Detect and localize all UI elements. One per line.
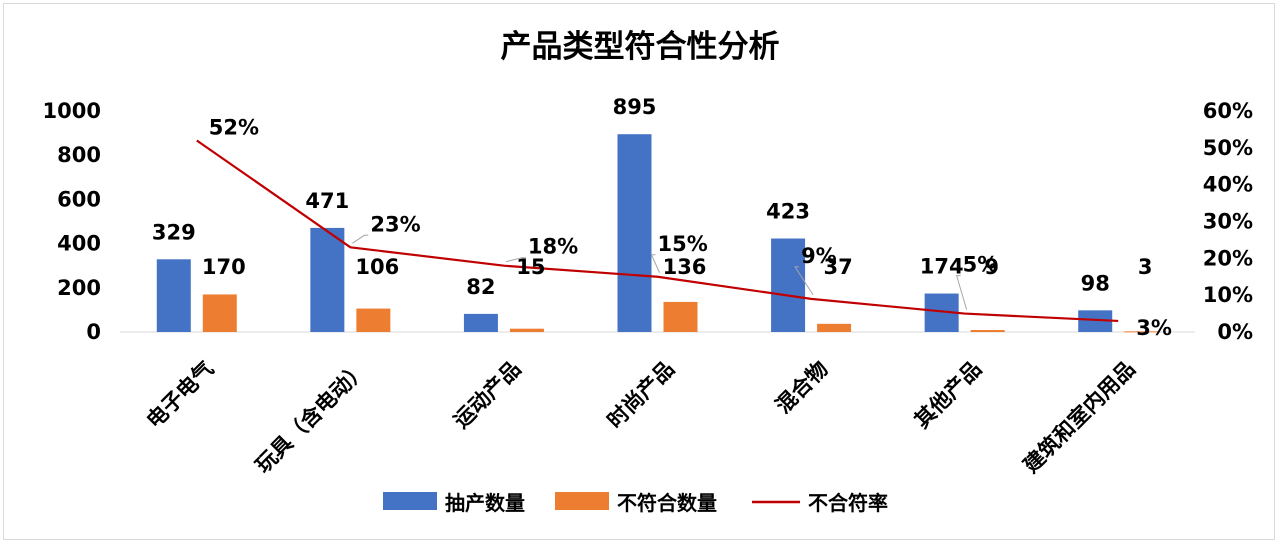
category-labels: 电子电气 玩具（含电动） 运动产品 时尚产品 混合物 其他产品 建筑和室内用品 [142, 357, 1140, 478]
data-label-rate: 3% [1136, 316, 1172, 340]
y-axis-left: 0 200 400 600 800 1000 [43, 99, 101, 344]
data-label-sample-count: 174 [920, 255, 964, 279]
bar-sample-count [771, 238, 806, 332]
legend: 抽产数量 不符合数量 不合符率 [383, 491, 888, 515]
legend-swatch [555, 492, 609, 510]
bar-sample-count [1078, 310, 1113, 332]
category-label: 玩具（含电动） [251, 357, 372, 478]
y-right-tick-label: 30% [1203, 210, 1253, 234]
bar-sample-count [156, 259, 191, 332]
data-label-sample-count: 329 [152, 220, 196, 244]
bar-sample-count [463, 313, 498, 332]
bar-noncompliant-count [1124, 331, 1159, 333]
y-right-tick-label: 60% [1203, 99, 1253, 123]
data-label-noncompliant-count: 3 [1138, 255, 1153, 279]
legend-swatch [383, 492, 437, 510]
data-label-sample-count: 895 [613, 95, 657, 119]
bar-noncompliant-count [970, 330, 1005, 332]
category-label: 时尚产品 [603, 357, 679, 433]
rate-label-leader [352, 234, 369, 244]
rate-label-leader [650, 254, 660, 273]
y-left-tick-label: 1000 [43, 99, 101, 123]
rate-label-leader [794, 266, 814, 296]
data-label-noncompliant-count: 170 [202, 255, 246, 279]
legend-label: 不合符率 [808, 491, 888, 515]
bar-noncompliant-count [356, 308, 391, 332]
y-right-tick-label: 0% [1217, 320, 1253, 344]
y-left-tick-label: 0 [86, 320, 101, 344]
data-label-noncompliant-count: 9 [984, 255, 999, 279]
data-label-rate: 9% [801, 244, 837, 268]
category-label: 混合物 [771, 357, 833, 419]
bar-noncompliant-count [663, 301, 698, 332]
data-label-rate: 23% [370, 212, 420, 236]
y-left-tick-label: 200 [57, 276, 101, 300]
y-right-tick-label: 40% [1203, 173, 1253, 197]
y-right-tick-label: 10% [1203, 283, 1253, 307]
data-label-rate: 18% [528, 235, 578, 259]
data-label-rate: 15% [658, 232, 708, 256]
y-left-tick-label: 800 [57, 143, 101, 167]
data-label-noncompliant-count: 15 [516, 255, 545, 279]
bars [156, 134, 1159, 333]
category-label: 运动产品 [449, 357, 525, 433]
data-label-sample-count: 423 [766, 200, 810, 224]
rate-line [196, 139, 1119, 323]
y-right-tick-label: 20% [1203, 246, 1253, 270]
data-label-rate: 52% [209, 115, 259, 139]
data-label-sample-count: 471 [305, 189, 349, 213]
bar-sample-count [310, 227, 345, 332]
data-label-sample-count: 82 [466, 275, 495, 299]
bar-noncompliant-count [202, 294, 237, 332]
rate-line-layer [196, 139, 1119, 323]
y-left-tick-label: 600 [57, 187, 101, 211]
data-label-noncompliant-count: 106 [355, 255, 399, 279]
legend-label: 抽产数量 [445, 491, 525, 515]
rate-label-leader [505, 257, 526, 263]
data-label-sample-count: 98 [1081, 271, 1110, 295]
category-label: 电子电气 [142, 357, 218, 433]
data-label-rate: 5% [963, 253, 999, 277]
y-axis-right: 0% 10% 20% 30% 40% 50% 60% [1203, 99, 1253, 344]
data-label-noncompliant-count: 136 [663, 255, 707, 279]
chart-title: 产品类型符合性分析 [501, 29, 780, 65]
bar-sample-count [617, 134, 652, 332]
bar-noncompliant-count [509, 328, 544, 332]
category-label: 建筑和室内用品 [1019, 357, 1140, 478]
bar-noncompliant-count [817, 323, 852, 332]
rate-label-leader [955, 275, 968, 310]
data-label-noncompliant-count: 37 [823, 255, 852, 279]
category-label: 其他产品 [910, 357, 986, 433]
y-left-tick-label: 400 [57, 232, 101, 256]
y-right-tick-label: 50% [1203, 136, 1253, 160]
legend-label: 不符合数量 [617, 491, 717, 515]
